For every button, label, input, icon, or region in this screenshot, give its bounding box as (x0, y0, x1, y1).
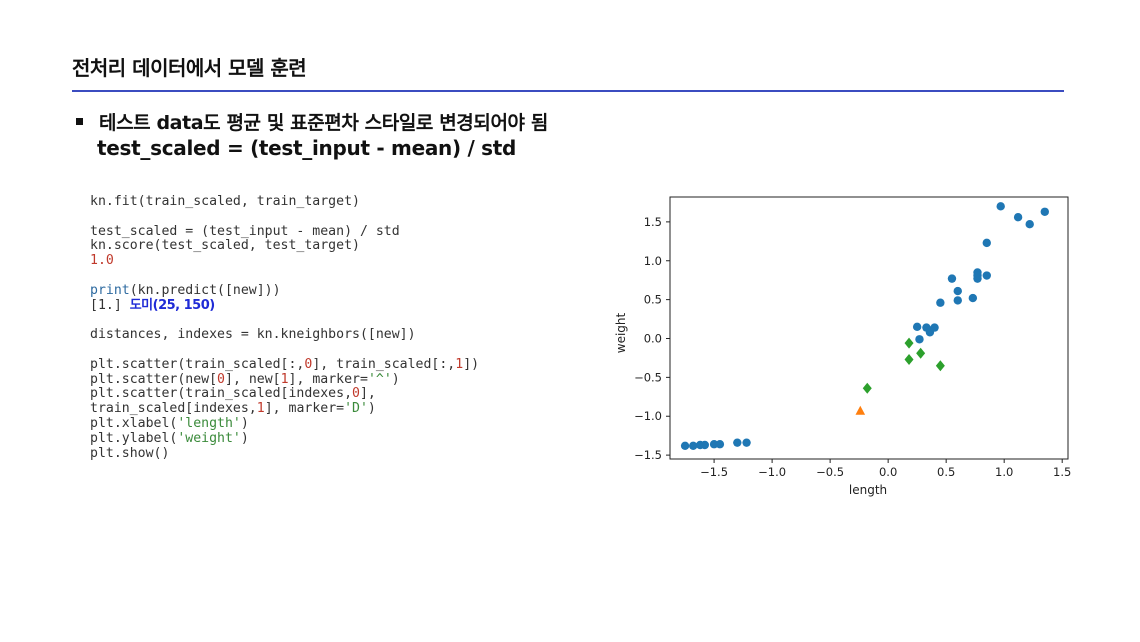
data-point (733, 438, 742, 447)
data-point (953, 286, 962, 296)
x-axis-label: length (849, 483, 887, 497)
data-point (1013, 213, 1023, 222)
x-tick-label: 0.5 (937, 465, 955, 479)
data-point (953, 296, 962, 305)
new-sample-point (855, 405, 866, 415)
y-tick-label: 0.0 (644, 331, 662, 345)
x-tick-label: −1.0 (758, 465, 786, 479)
y-tick-label: −1.5 (634, 448, 662, 462)
slide-title: 전처리 데이터에서 모델 훈련 (72, 56, 307, 80)
x-tick-label: −1.5 (700, 465, 728, 479)
code-line: plt.scatter(train_scaled[:,0], train_sca… (90, 356, 480, 372)
data-point (996, 202, 1005, 211)
data-point (715, 440, 725, 449)
bullet-text: 테스트 data도 평균 및 표준편차 스타일로 변경되어야 됨 (99, 112, 548, 134)
code-output: [1.] 도미(25, 150) (90, 297, 216, 313)
data-point (947, 274, 957, 283)
code-block: kn.fit(train_scaled, train_target) test_s… (90, 194, 480, 461)
data-point (1040, 207, 1049, 216)
data-point (709, 440, 719, 449)
data-point (930, 323, 939, 332)
data-point (936, 298, 945, 307)
data-point (680, 441, 690, 450)
y-tick-label: 0.5 (644, 293, 662, 307)
code-line: plt.scatter(train_scaled[indexes,0], (90, 386, 376, 402)
data-point (700, 440, 710, 450)
code-line: kn.fit(train_scaled, train_target) (90, 194, 360, 209)
code-line: train_scaled[indexes,1], marker='D') (90, 401, 376, 417)
neighbor-point (935, 360, 945, 372)
data-point (982, 238, 991, 248)
y-tick-label: −0.5 (634, 370, 662, 384)
code-line: print(kn.predict([new])) (90, 282, 281, 298)
neighbor-point (904, 337, 914, 349)
x-tick-label: −0.5 (816, 465, 844, 479)
x-tick-label: 0.0 (879, 465, 897, 479)
y-tick-label: 1.5 (644, 215, 662, 229)
data-point (973, 271, 982, 280)
data-point (982, 271, 991, 280)
data-point (1025, 220, 1034, 229)
bullet-square-icon (76, 118, 83, 125)
y-axis-label: weight (614, 312, 628, 353)
code-output: 1.0 (90, 253, 114, 269)
prediction-note: 도미(25, 150) (129, 297, 216, 313)
code-line: plt.xlabel('length') (90, 415, 249, 431)
neighbor-point (862, 382, 872, 394)
code-line: plt.show() (90, 445, 170, 461)
x-tick-label: 1.0 (995, 465, 1013, 479)
data-point (968, 293, 978, 303)
x-tick-label: 1.5 (1053, 465, 1071, 479)
data-point (915, 335, 924, 344)
data-point (912, 322, 922, 332)
neighbor-point (904, 353, 914, 365)
code-line: kn.score(test_scaled, test_target) (90, 238, 360, 254)
neighbor-point (916, 347, 926, 359)
code-line: plt.scatter(new[0], new[1], marker='^') (90, 371, 400, 387)
code-line: plt.ylabel('weight') (90, 430, 249, 446)
data-point (742, 438, 751, 447)
plot-frame (669, 196, 1069, 460)
code-line: distances, indexes = kn.kneighbors([new]… (90, 327, 416, 343)
title-divider (72, 90, 1064, 92)
y-tick-label: −1.0 (634, 409, 662, 423)
bullet-item: 테스트 data도 평균 및 표준편차 스타일로 변경되어야 됨 (72, 108, 548, 135)
y-tick-label: 1.0 (644, 254, 662, 268)
formula-text: test_scaled = (test_input - mean) / std (97, 136, 517, 160)
scatter-chart: −1.5 −1.0 −0.5 0.0 0.5 1.0 1.5 1.5 1.0 0.5 0.0 −0.5… (614, 196, 1071, 497)
code-line: test_scaled = (test_input - mean) / std (90, 223, 400, 239)
data-point (689, 441, 698, 450)
